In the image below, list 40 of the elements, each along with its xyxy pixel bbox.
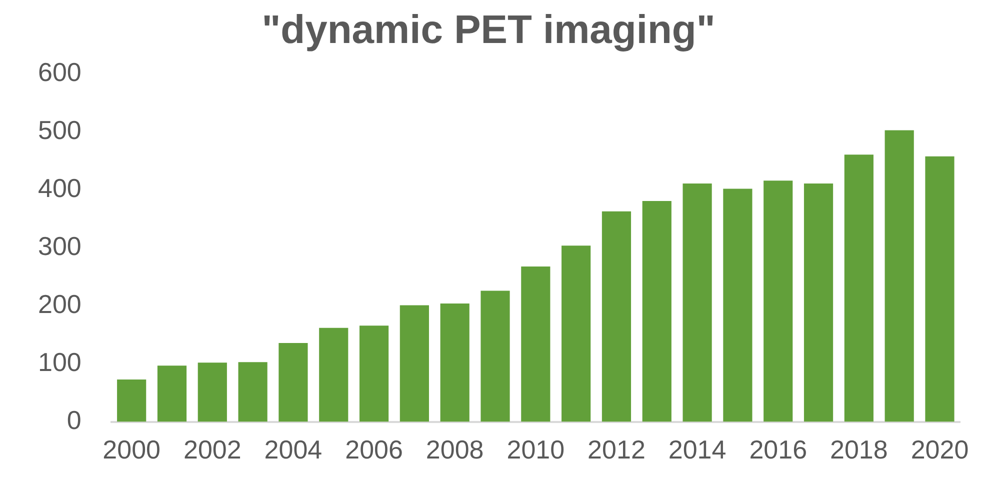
y-tick-label: 100 [38,347,82,378]
bar [117,379,146,422]
y-tick-label: 0 [66,404,82,435]
bar [157,366,187,422]
x-tick-label: 2006 [345,434,403,465]
x-tick-label: 2002 [183,434,242,465]
bar [723,188,752,422]
x-tick-label: 2016 [749,434,808,465]
bar [682,184,712,422]
y-tick-label: 300 [38,231,82,262]
x-tick-label: 2008 [426,434,484,465]
bar [480,290,510,422]
bar [884,130,914,422]
bar [602,211,632,422]
x-tick-label: 2018 [830,434,888,465]
bar [440,304,470,422]
bar [319,328,348,422]
bar [198,362,227,422]
bar [642,200,672,422]
x-tick-label: 2014 [668,434,726,465]
x-tick-label: 2000 [102,434,161,465]
bar [562,246,591,422]
chart-title: "dynamic PET imaging" [262,8,716,52]
y-tick-label: 600 [38,57,82,88]
bar [521,266,550,422]
y-tick-label: 200 [38,289,82,320]
x-tick-label: 2020 [910,434,969,465]
bar [400,305,429,422]
bar [278,342,308,422]
bar [804,184,834,422]
y-tick-label: 400 [38,173,82,204]
y-tick-label: 500 [38,115,82,146]
x-tick-label: 2010 [506,434,565,465]
bar [764,180,793,422]
x-tick-label: 2004 [264,434,322,465]
bar [238,362,268,422]
x-tick-label: 2012 [588,434,646,465]
bar [844,154,874,422]
bar [925,156,954,422]
bar [359,326,389,422]
